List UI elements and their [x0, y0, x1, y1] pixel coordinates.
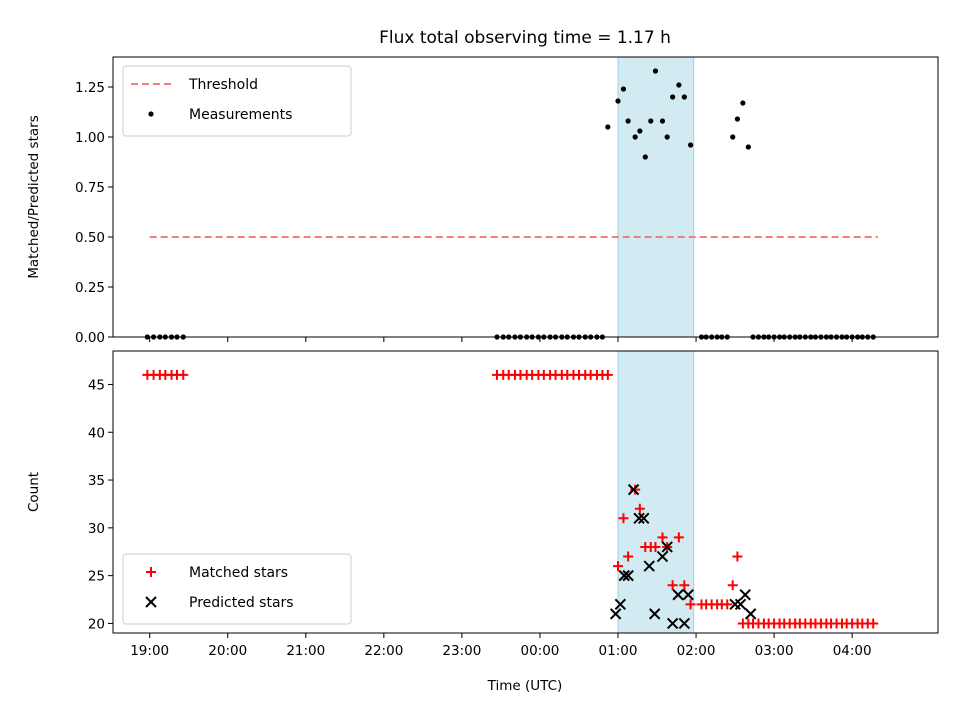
data-point	[609, 608, 622, 620]
data-point	[734, 116, 741, 122]
legend-box	[122, 553, 352, 625]
legend-label: Measurements	[189, 107, 292, 123]
data-point	[676, 82, 682, 88]
data-point	[625, 118, 631, 124]
data-point	[648, 118, 654, 124]
legend-label: Predicted stars	[189, 595, 294, 611]
data-point	[740, 100, 746, 106]
data-point	[650, 541, 661, 552]
y-tick-label: 0.00	[75, 330, 105, 346]
data-point	[744, 608, 757, 620]
data-point	[670, 94, 676, 100]
data-point	[648, 608, 661, 620]
legend-label: Threshold	[188, 77, 258, 93]
legend-swatch	[145, 596, 157, 608]
data-point	[722, 599, 733, 610]
y-tick-label: 45	[88, 377, 105, 393]
series-1	[609, 483, 757, 630]
data-point	[627, 483, 640, 496]
data-point	[637, 128, 643, 134]
data-point	[730, 134, 736, 140]
x-tick-label: 20:00	[208, 643, 247, 659]
data-point	[642, 154, 648, 160]
y-tick-label: 0.50	[75, 230, 105, 246]
y-axis-label: Count	[26, 472, 42, 512]
x-tick-label: 00:00	[520, 643, 559, 659]
data-point	[732, 551, 743, 562]
data-point	[661, 541, 673, 553]
data-point	[612, 561, 623, 572]
data-point	[673, 532, 684, 543]
data-point	[739, 589, 751, 601]
data-point	[659, 118, 666, 124]
legend: Matched stars Predicted stars	[122, 553, 352, 625]
data-point	[685, 599, 696, 610]
data-point	[623, 551, 634, 562]
data-point	[681, 94, 687, 100]
top-panel: 0.00 0.25 0.50 0.75 1.00 1.25 Matched/Predicte…	[26, 56, 939, 346]
data-point	[633, 512, 645, 524]
data-point	[638, 512, 650, 524]
x-tick-label: 19:00	[130, 643, 169, 659]
x-tick-label: 04:00	[833, 643, 872, 659]
y-tick-label: 1.25	[75, 80, 105, 96]
data-point	[615, 98, 621, 104]
x-tick-label: 23:00	[442, 643, 481, 659]
y-tick-label: 35	[88, 473, 105, 489]
data-point	[679, 580, 690, 591]
data-point	[630, 484, 641, 495]
data-point	[667, 580, 678, 591]
data-point	[664, 134, 670, 140]
y-tick-label: 25	[88, 569, 105, 585]
x-tick-label: 22:00	[364, 643, 403, 659]
legend-swatch	[146, 567, 156, 577]
data-point	[632, 134, 638, 140]
x-tick-label: 01:00	[599, 643, 638, 659]
series-0	[142, 369, 879, 629]
data-point	[643, 560, 655, 572]
data-point	[745, 144, 751, 150]
bottom-panel: 20 25 30 35 40 45 19:00 20:00 21:00 22:00 23:00 00:…	[26, 350, 939, 659]
data-point	[682, 589, 694, 601]
data-point	[620, 86, 627, 92]
y-tick-label: 30	[88, 521, 105, 537]
legend-label: Matched stars	[189, 565, 288, 581]
data-point	[602, 369, 613, 380]
legend-swatch	[148, 111, 154, 117]
chart-title: Flux total observing time = 1.17 h	[379, 28, 671, 48]
y-tick-label: 0.75	[75, 180, 105, 196]
x-axis-label: Time (UTC)	[487, 678, 563, 694]
y-tick-label: 0.25	[75, 280, 105, 296]
x-tick-label: 02:00	[677, 643, 716, 659]
data-point	[672, 589, 684, 601]
data-point	[614, 598, 627, 611]
x-tick-label: 03:00	[755, 643, 794, 659]
y-tick-label: 1.00	[75, 130, 105, 146]
data-point	[666, 617, 679, 630]
data-point	[656, 550, 669, 563]
data-point	[868, 618, 879, 629]
data-point	[605, 124, 611, 130]
data-point	[687, 142, 694, 148]
axes-frame	[112, 350, 939, 634]
data-point	[618, 569, 630, 582]
data-point	[622, 569, 634, 582]
x-tick-label: 21:00	[286, 643, 325, 659]
legend: Threshold Measurements	[122, 65, 352, 137]
observing-window	[617, 56, 695, 338]
data-point	[618, 513, 629, 524]
y-axis-label: Matched/Predicted stars	[26, 115, 42, 278]
data-point	[734, 598, 747, 611]
y-tick-label: 40	[88, 425, 105, 441]
data-point	[727, 580, 738, 591]
axes-frame	[112, 56, 939, 338]
data-point	[178, 369, 189, 380]
legend-box	[122, 65, 352, 137]
y-tick-label: 20	[88, 616, 105, 632]
data-point	[634, 503, 645, 514]
data-point	[657, 532, 668, 543]
data-point	[678, 617, 691, 630]
data-point	[652, 68, 659, 74]
